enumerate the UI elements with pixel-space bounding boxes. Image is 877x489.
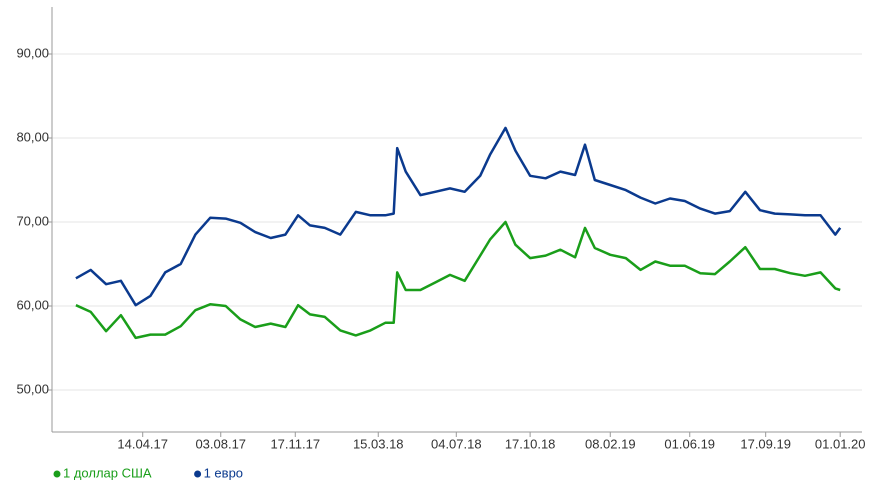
series-line (75, 126, 842, 307)
x-tick-label: 17.10.18 (505, 436, 556, 451)
x-tick-label: 17.11.17 (270, 436, 320, 451)
y-tick-label: 60,00 (16, 297, 49, 312)
legend-marker (53, 470, 61, 478)
x-tick-label: 08.02.19 (585, 436, 636, 451)
y-tick-label: 50,00 (16, 381, 49, 396)
series-line (75, 220, 841, 340)
legend-label: 1 евро (204, 465, 243, 480)
x-tick-label: 03.08.17 (195, 436, 246, 451)
y-tick-label: 90,00 (16, 45, 49, 60)
y-tick-label: 80,00 (16, 129, 49, 144)
x-tick-label: 14.04.17 (117, 436, 168, 451)
legend-marker (194, 470, 202, 478)
x-tick-label: 15.03.18 (353, 436, 404, 451)
legend-label: 1 доллар США (63, 465, 152, 480)
x-tick-label: 01.01.20 (815, 436, 866, 451)
y-tick-label: 70,00 (16, 213, 49, 228)
x-tick-label: 17.09.19 (740, 436, 791, 451)
x-tick-label: 04.07.18 (431, 436, 482, 451)
x-tick-label: 01.06.19 (664, 436, 715, 451)
